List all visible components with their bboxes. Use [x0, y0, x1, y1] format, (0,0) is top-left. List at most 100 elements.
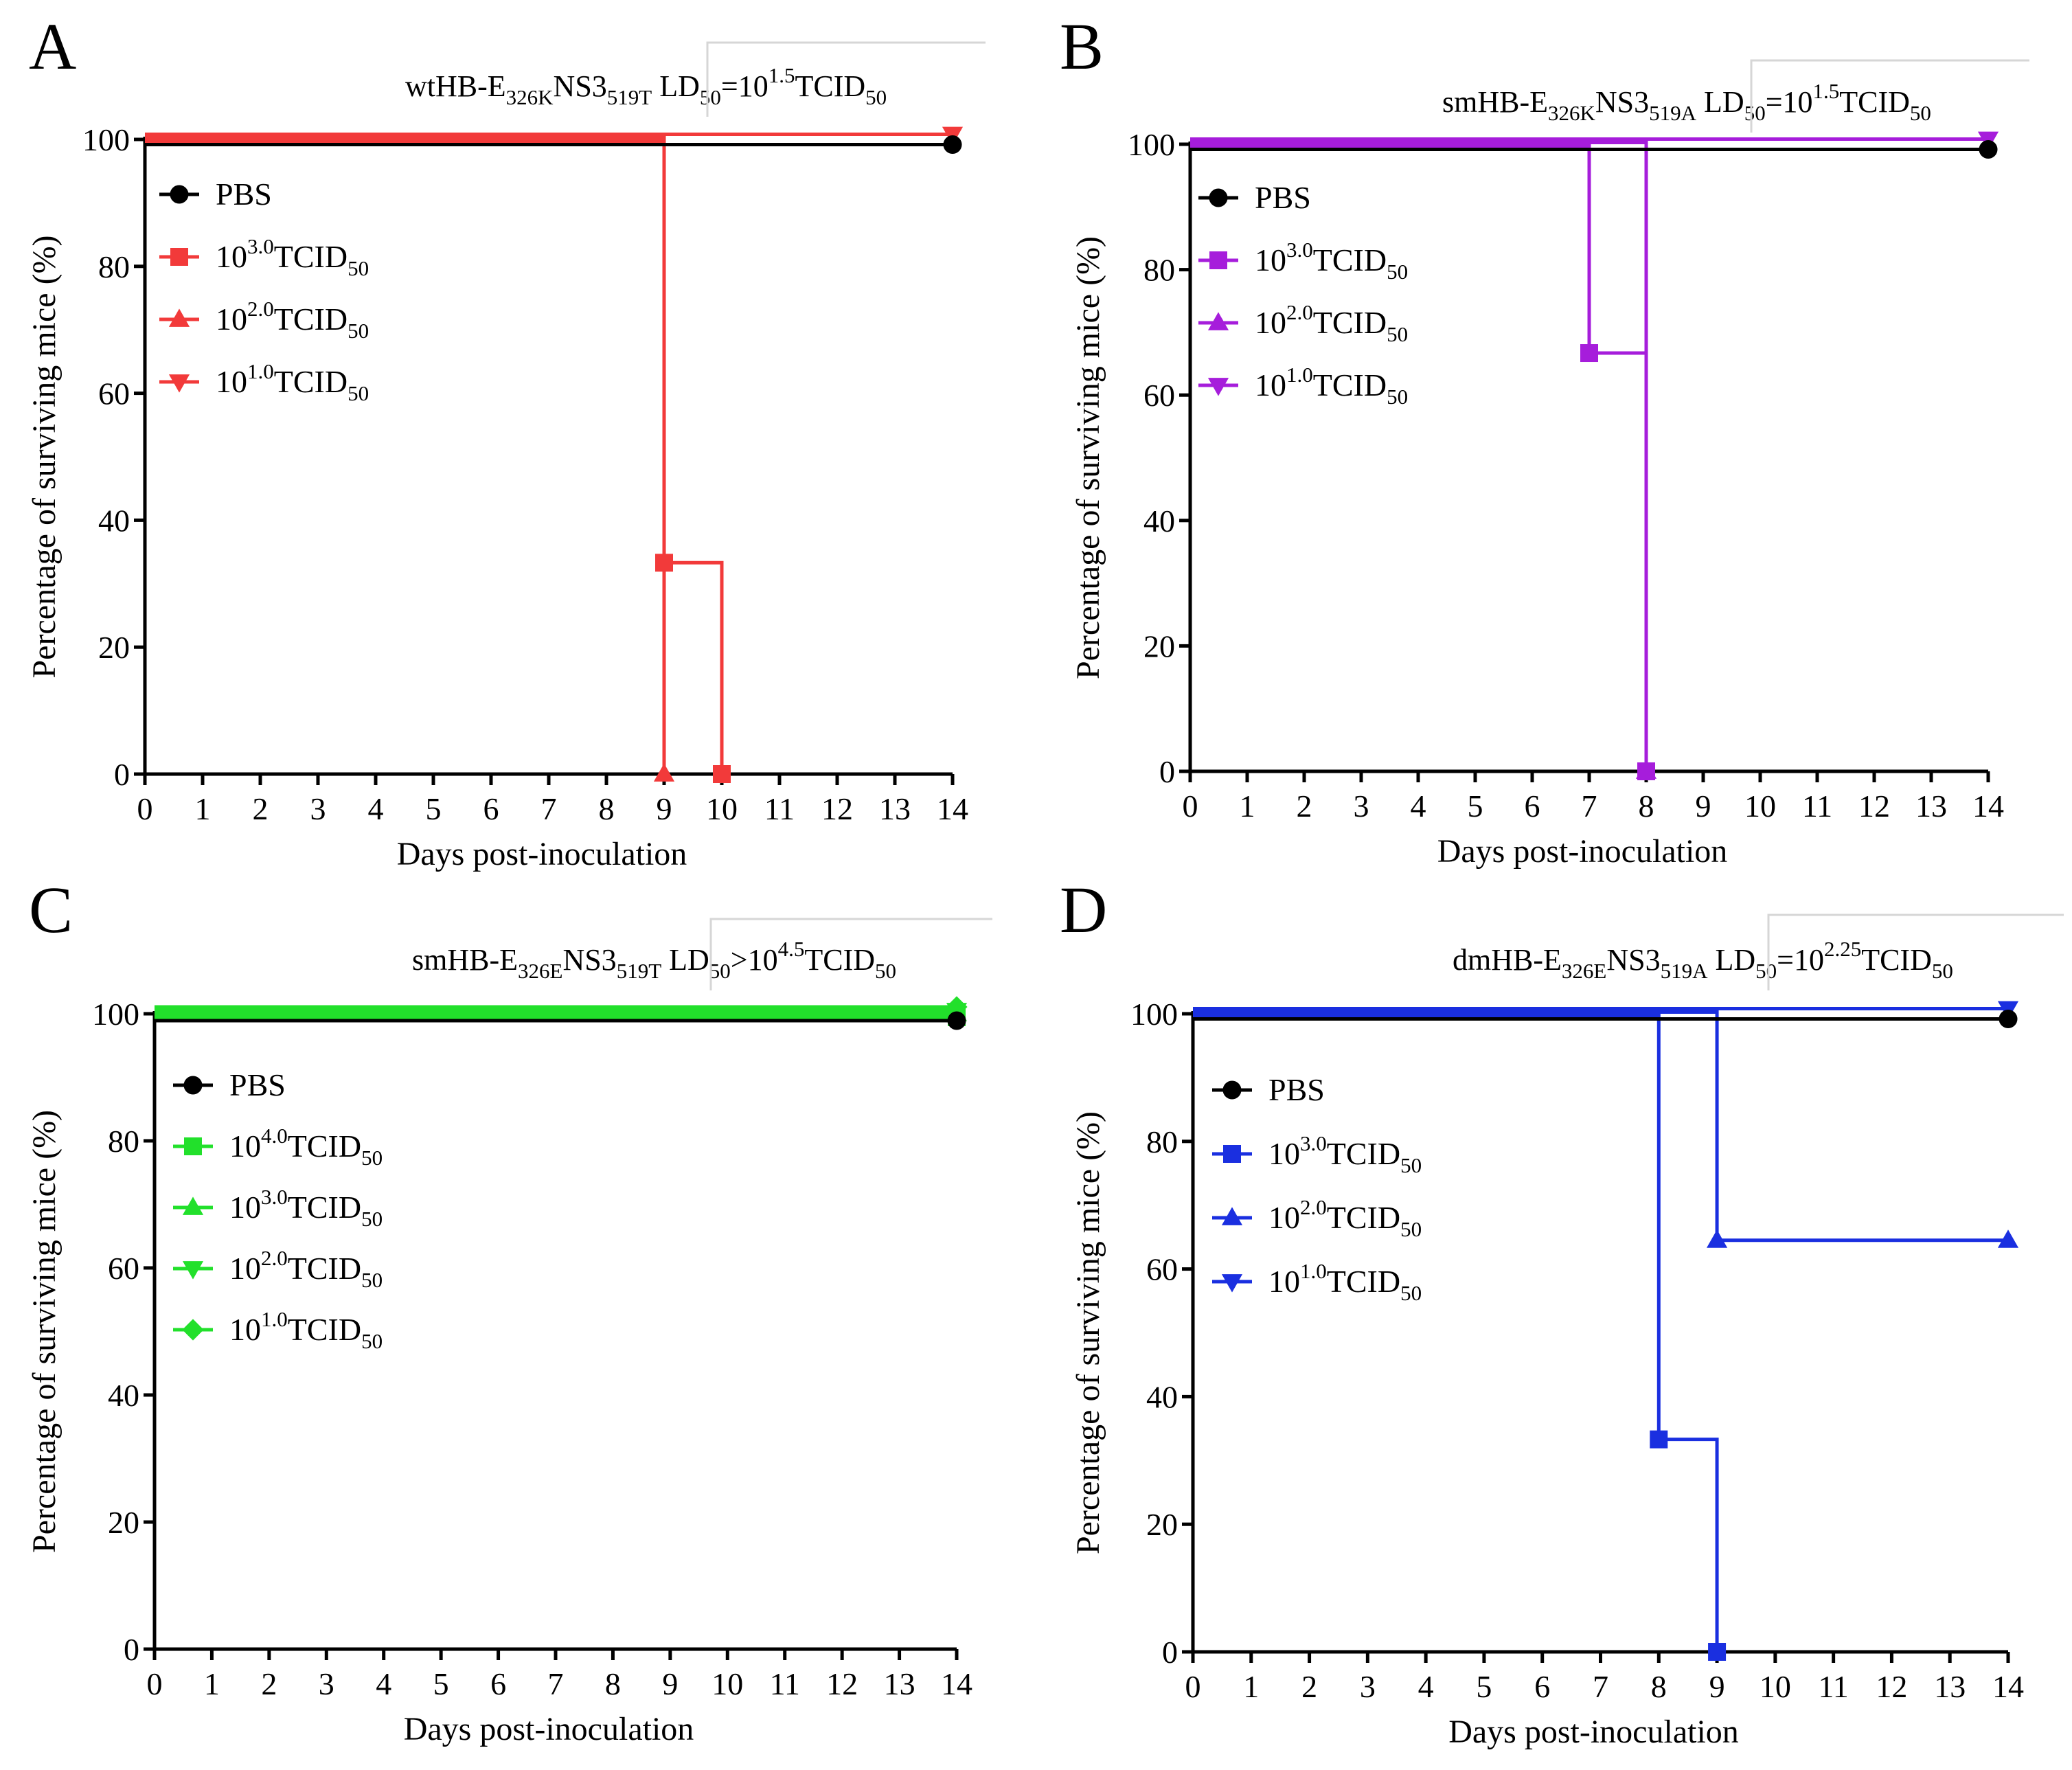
legend-unit: TCID	[288, 1251, 361, 1286]
legend-exp: 1.0	[247, 359, 274, 383]
legend-unit: TCID	[274, 239, 348, 274]
x-tick-label-b: 3	[1354, 788, 1369, 824]
x-tick-label-a: 3	[310, 791, 326, 826]
legend-unit: TCID	[274, 302, 348, 337]
x-tick-label-c: 9	[662, 1666, 678, 1701]
x-tick-label-d: 6	[1534, 1669, 1550, 1704]
legend-unit-sub: 50	[348, 319, 369, 343]
legend-unit: TCID	[1313, 367, 1387, 402]
legend-exp: 3.0	[261, 1185, 288, 1209]
legend-unit-sub: 50	[361, 1146, 383, 1170]
legend-item: 102.0TCID50	[159, 297, 369, 343]
legend-unit-sub: 50	[1400, 1217, 1422, 1241]
legend-item: PBS	[159, 177, 272, 212]
y-tick-label-b: 0	[1159, 754, 1175, 789]
x-tick-label-c: 12	[826, 1666, 858, 1701]
panel-title-a: wtHB-E326KNS3519T LD50=101.5TCID50	[405, 63, 887, 109]
legend-item: 101.0TCID50	[1212, 1259, 1422, 1305]
title-ld-unit: TCID	[1839, 85, 1910, 119]
data-point	[947, 1011, 966, 1030]
x-tick-label-c: 0	[147, 1666, 163, 1701]
legend-label: 101.0TCID50	[1255, 363, 1408, 409]
legend-unit: TCID	[1327, 1200, 1400, 1235]
x-tick-label-d: 10	[1760, 1669, 1791, 1704]
y-tick-label-a: 40	[98, 503, 130, 538]
title-strain-sub1: 326K	[1548, 101, 1596, 125]
x-tick-label-b: 0	[1183, 788, 1198, 824]
title-strain-sub2: 519T	[607, 85, 652, 109]
legend-exp: 1.0	[261, 1307, 288, 1331]
title-ld-label: LD	[1715, 943, 1755, 977]
legend-exp: 3.0	[247, 234, 274, 258]
legend-unit-sub: 50	[348, 381, 369, 405]
x-tick-label-a: 8	[599, 791, 615, 826]
x-tick-label-c: 13	[884, 1666, 915, 1701]
x-tick-label-c: 5	[433, 1666, 449, 1701]
title-ld-sub: 50	[709, 959, 731, 983]
legend-label: PBS	[216, 177, 272, 212]
y-tick-label-d: 40	[1146, 1379, 1178, 1414]
x-tick-label-d: 11	[1818, 1669, 1848, 1704]
title-ld-unit: TCID	[804, 943, 875, 977]
x-tick-label-d: 3	[1360, 1669, 1376, 1704]
x-tick-label-a: 14	[937, 791, 968, 826]
x-tick-label-d: 14	[1992, 1669, 2024, 1704]
y-tick-label-c: 60	[108, 1251, 139, 1286]
legend-item: 104.0TCID50	[173, 1124, 383, 1170]
x-tick-label-b: 6	[1525, 788, 1540, 824]
x-tick-label-c: 3	[319, 1666, 334, 1701]
panel-title-d: dmHB-E326ENS3519A LD50=102.25TCID50	[1453, 937, 1953, 983]
y-tick-label-b: 60	[1143, 378, 1175, 413]
title-strain-mid: NS3	[562, 943, 616, 977]
y-tick-label-d: 60	[1146, 1252, 1178, 1287]
x-tick-label-d: 8	[1651, 1669, 1667, 1704]
legend-base: PBS	[1268, 1072, 1325, 1107]
legend-unit: TCID	[288, 1190, 361, 1225]
legend-item: PBS	[1198, 180, 1311, 215]
legend-label: 103.0TCID50	[229, 1185, 383, 1231]
legend-unit: TCID	[288, 1128, 361, 1164]
title-ld-unit-sub: 50	[1932, 959, 1953, 983]
series-d-2	[1193, 1010, 2019, 1248]
y-tick-label-b: 40	[1143, 503, 1175, 538]
legend-base: PBS	[216, 177, 272, 212]
x-tick-label-d: 2	[1301, 1669, 1317, 1704]
y-tick-label-a: 100	[82, 122, 130, 157]
legend-unit-sub: 50	[348, 256, 369, 280]
x-tick-label-c: 1	[204, 1666, 220, 1701]
series-line	[145, 139, 724, 774]
series-d-0	[1193, 1009, 2018, 1029]
x-tick-label-c: 4	[376, 1666, 391, 1701]
legend-base: 10	[1268, 1264, 1300, 1299]
legend-label: PBS	[229, 1067, 286, 1102]
legend-marker	[168, 374, 190, 393]
x-tick-label-b: 5	[1468, 788, 1483, 824]
x-tick-label-d: 13	[1934, 1669, 1966, 1704]
x-tick-label-a: 6	[483, 791, 499, 826]
panel-letter-b: B	[1060, 10, 1104, 83]
x-tick-label-b: 10	[1744, 788, 1776, 824]
legend-marker	[1209, 251, 1227, 269]
legend-base: 10	[1255, 367, 1286, 402]
x-tick-label-b: 11	[1802, 788, 1832, 824]
title-ld-rel: =10	[1766, 85, 1813, 119]
x-axis-title-b: Days post-inoculation	[1437, 833, 1728, 870]
legend-item: 103.0TCID50	[1212, 1131, 1422, 1177]
legend-marker	[1207, 312, 1229, 330]
x-tick-label-b: 7	[1582, 788, 1597, 824]
title-strain-sub1: 326K	[506, 85, 554, 109]
legend-exp: 3.0	[1300, 1131, 1327, 1155]
series-b-2	[1190, 141, 1657, 779]
title-ld-exp: 1.5	[769, 63, 795, 87]
data-point	[1999, 1009, 2018, 1029]
data-point	[1997, 1229, 2019, 1248]
series-line	[1193, 1010, 2008, 1243]
series-b-1	[1190, 144, 1655, 780]
data-point	[713, 765, 731, 783]
panel-letter-d: D	[1060, 873, 1107, 946]
title-ld-rel: =10	[1777, 943, 1824, 977]
y-tick-label-a: 60	[98, 376, 130, 411]
legend-base: 10	[229, 1128, 261, 1164]
legend-marker	[168, 308, 190, 327]
